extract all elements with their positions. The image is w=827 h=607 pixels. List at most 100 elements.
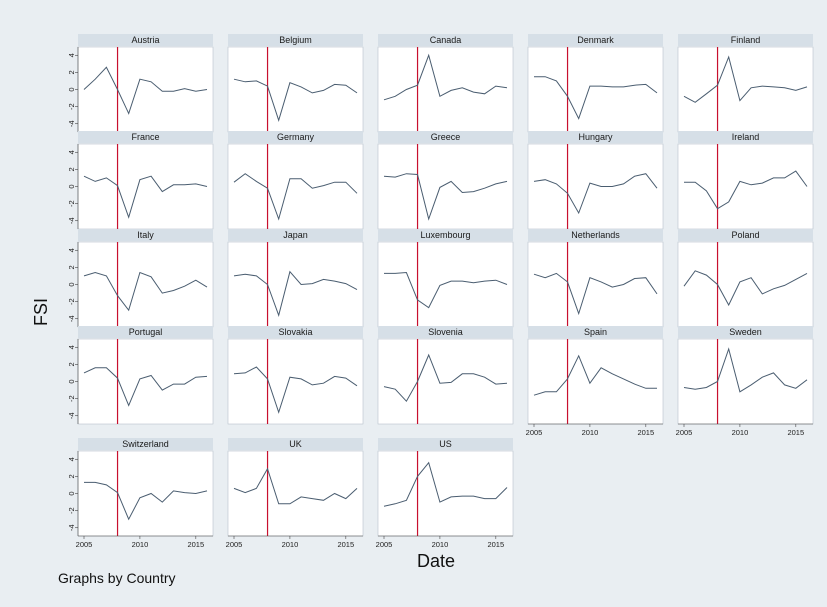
x-tick-label: 2010 [432,540,449,549]
panel-strip [228,131,363,143]
panel-title: Greece [431,132,461,142]
panel: France 4 2 0 -2 -4 [67,131,214,230]
panel: UK 2005 2010 2015 [226,438,364,549]
panel: Austria 4 2 0 -2 -4 [67,34,214,133]
x-tick-label: 2010 [132,540,149,549]
panel-strip [528,131,663,143]
y-tick-label: 4 [67,53,76,57]
x-tick-label: 2005 [676,428,693,437]
x-tick-label: 2015 [787,428,804,437]
panel: Finland [677,34,814,133]
x-tick-label: 2005 [526,428,543,437]
panel-strip [678,326,813,338]
y-tick-label: 4 [67,150,76,154]
series-line [533,173,658,215]
series-line [83,271,208,312]
series-line [683,347,808,393]
panel-plot-area [377,450,514,537]
panel-title: France [131,132,159,142]
panel: Switzerland 4 2 0 -2 -4 2005 2010 2015 [67,438,214,549]
panel-plot-area [227,46,364,133]
panel-strip [678,34,813,46]
series-line [683,55,808,103]
y-tick-label: 4 [67,248,76,252]
panel-strip [228,438,363,450]
x-tick-label: 2010 [732,428,749,437]
x-tick-label: 2015 [637,428,654,437]
panel-plot-area [527,241,664,328]
panel: Spain 2005 2010 2015 [526,326,664,437]
panel-plot-area [377,338,514,425]
x-tick-label: 2005 [376,540,393,549]
series-line [383,461,508,507]
panel-strip [78,34,213,46]
panel-strip [228,229,363,241]
x-axis-label: Date [417,551,455,571]
x-tick-label: 2015 [337,540,354,549]
panel-strip [378,229,513,241]
panel-plot-area [527,143,664,230]
x-tick-label: 2005 [226,540,243,549]
panel-strip [78,131,213,143]
series-line [83,66,208,115]
y-tick-label: 2 [67,362,76,366]
panel-strip [378,438,513,450]
panel: Japan [227,229,364,328]
y-tick-label: 0 [67,87,76,91]
panel-title: Denmark [577,35,614,45]
panel-title: Luxembourg [420,230,470,240]
panel-plot-area [77,143,214,230]
panel: Slovenia [377,326,514,425]
panel: Slovakia [227,326,364,425]
x-tick-label: 2005 [76,540,93,549]
series-line [84,481,208,521]
panel: Canada [377,34,514,133]
panel-title: Finland [731,35,761,45]
panel-title: Hungary [578,132,613,142]
panel: Germany [227,131,364,230]
series-line [233,467,358,505]
panel-strip [228,326,363,338]
y-axis-label: FSI [31,298,51,326]
panel: Netherlands [527,229,664,328]
panel-strip [378,34,513,46]
series-line [383,353,508,403]
x-tick-label: 2015 [487,540,504,549]
panel-strip [378,326,513,338]
panel-strip [78,326,213,338]
series-line [83,367,208,407]
y-tick-label: -2 [67,298,76,305]
panel-title: Slovakia [278,327,312,337]
panel-strip [678,229,813,241]
panel-title: UK [289,439,302,449]
series-line [233,173,358,221]
y-tick-label: -4 [67,524,76,531]
panel: Portugal 4 2 0 -2 -4 [67,326,214,425]
y-tick-label: 2 [67,70,76,74]
panel-title: Poland [731,230,759,240]
panel-strip [78,229,213,241]
y-tick-label: 4 [67,457,76,461]
series-line [684,170,808,210]
series-line [83,175,208,219]
panel-title: Belgium [279,35,312,45]
panel-strip [678,131,813,143]
y-tick-label: 2 [67,167,76,171]
panel-strip [228,34,363,46]
x-tick-label: 2010 [582,428,599,437]
series-line [384,271,508,309]
panel: Belgium [227,34,364,133]
panel-plot-area [377,46,514,133]
panel-title: Ireland [732,132,760,142]
panel-title: Switzerland [122,439,169,449]
y-tick-label: 0 [67,379,76,383]
panel-title: Japan [283,230,308,240]
y-tick-label: -2 [67,507,76,514]
panel-title: Netherlands [571,230,620,240]
panel: Sweden 2005 2010 2015 [676,326,814,437]
panel-plot-area [377,143,514,230]
series-line [683,270,808,307]
y-tick-label: -4 [67,315,76,322]
panel-plot-area [227,143,364,230]
